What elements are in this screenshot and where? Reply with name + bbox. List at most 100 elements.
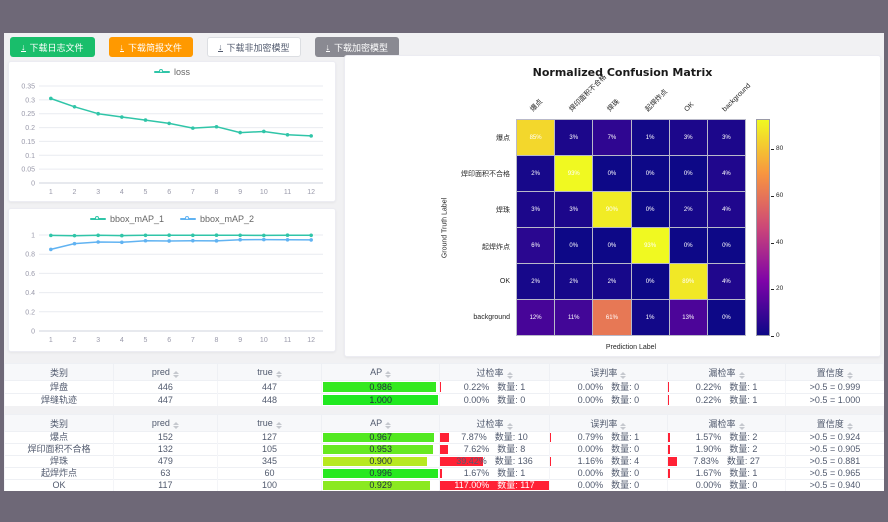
- ap-value: 0.996: [369, 468, 392, 479]
- sort-icon[interactable]: [846, 371, 853, 379]
- rate-bar: [668, 433, 670, 442]
- misjudge-cell: 0.00% 数量: 0: [548, 380, 668, 394]
- x-tick-label: 6: [167, 337, 171, 344]
- button-label: 下载非加密模型: [226, 42, 290, 53]
- x-tick-label: 5: [144, 337, 148, 344]
- missdetect-cell: 1.67% 数量: 1: [666, 467, 786, 480]
- rate-percent: 117.00%: [454, 480, 490, 490]
- sort-icon[interactable]: [385, 421, 392, 429]
- rate-count: 数量: 0: [729, 480, 758, 490]
- x-tick-label: 8: [215, 189, 219, 196]
- sort-icon[interactable]: [620, 371, 627, 379]
- heatmap-cell: 0%: [669, 228, 707, 263]
- sort-icon[interactable]: [846, 422, 853, 430]
- heatmap-cell: 61%: [593, 300, 631, 335]
- overdetect-cell: 117.00% 数量: 117: [439, 479, 550, 491]
- sort-icon[interactable]: [172, 370, 179, 378]
- rate-percent: 1.67%: [463, 468, 490, 479]
- data-point: [214, 124, 219, 129]
- download-log-button[interactable]: ↓ 下载日志文件: [10, 37, 95, 57]
- ap-bar: [323, 433, 435, 442]
- sort-icon[interactable]: [275, 421, 282, 429]
- ap-cell: 0.953: [321, 443, 440, 456]
- sort-icon[interactable]: [738, 422, 745, 430]
- y-tick-label: 0.2: [25, 309, 35, 316]
- rate-percent: 7.83%: [693, 456, 719, 467]
- data-point: [143, 233, 148, 238]
- y-tick-label: 0.2: [25, 125, 35, 132]
- column-header-0: 类别: [4, 363, 114, 381]
- data-point: [262, 233, 266, 238]
- sort-asc-icon: [506, 422, 513, 426]
- rate-percent: 1.90%: [695, 444, 722, 455]
- rate-bar: [440, 433, 449, 442]
- sort-icon[interactable]: [172, 421, 179, 429]
- data-point: [309, 134, 313, 138]
- rate-percent: 0.22%: [695, 395, 722, 405]
- ap-bar-track: 0.986: [323, 382, 438, 392]
- rate-text: 1.90% 数量: 2: [670, 444, 784, 456]
- legend-item-bbox_mAP_2[interactable]: bbox_mAP_2: [180, 214, 254, 224]
- sort-desc-icon: [275, 425, 282, 429]
- sort-icon[interactable]: [506, 371, 513, 379]
- x-tick-label: 2: [73, 337, 77, 344]
- download-report-button[interactable]: ↓ 下载简报文件: [108, 37, 194, 57]
- sort-icon[interactable]: [506, 422, 513, 430]
- download-encrypted-model-button[interactable]: ↓ 下载加密模型: [314, 37, 400, 57]
- legend-item-loss[interactable]: loss: [153, 67, 190, 77]
- rate-text: 1.67% 数量: 1: [442, 468, 547, 480]
- misjudge-cell: 0.79% 数量: 1: [548, 431, 668, 444]
- heatmap-cell: 2%: [669, 192, 707, 227]
- heatmap-cell: 0%: [593, 156, 631, 191]
- heatmap-cell: 1%: [631, 300, 669, 335]
- sort-desc-icon: [620, 375, 627, 379]
- heatmap-cell: 2%: [517, 264, 555, 299]
- rate-bar: [440, 382, 441, 392]
- y-tick-label: 0.4: [25, 290, 35, 297]
- legend-item-bbox_mAP_1[interactable]: bbox_mAP_1: [89, 214, 164, 224]
- button-label: 下载加密模型: [334, 42, 389, 53]
- colorbar-tick: [771, 336, 774, 337]
- row-label: 起焊炸点: [482, 243, 510, 251]
- ap-cell: 0.986: [321, 380, 440, 394]
- metrics-table: 类别 pred true AP 过检率 误判率 漏检率 置信度 爆点 152 127 0.967 7.8…: [4, 414, 884, 491]
- heatmap-cell: 93%: [555, 156, 593, 191]
- chart-title: Normalized Confusion Matrix: [532, 66, 713, 79]
- misjudge-cell: 0.00% 数量: 0: [548, 467, 668, 480]
- rate-percent: 0.00%: [577, 382, 604, 392]
- sort-icon[interactable]: [620, 422, 627, 430]
- ap-value: 0.967: [369, 432, 392, 443]
- column-header-2: true: [216, 363, 323, 381]
- data-point: [120, 233, 124, 238]
- sort-asc-icon: [846, 371, 853, 375]
- sort-icon[interactable]: [738, 371, 745, 379]
- pred-cell: 446: [112, 380, 218, 394]
- column-header-4: 过检率: [439, 414, 550, 432]
- ap-bar: [323, 395, 439, 405]
- column-label: 爆点: [529, 98, 545, 114]
- download-icon: ↓: [325, 41, 331, 52]
- rate-count: 数量: 1: [497, 468, 526, 479]
- column-header-1: pred: [112, 363, 218, 381]
- data-point: [167, 121, 171, 126]
- data-point: [167, 239, 171, 243]
- heatmap-cell: 2%: [555, 264, 593, 299]
- x-tick-label: 10: [260, 189, 268, 196]
- sort-icon[interactable]: [385, 370, 392, 378]
- rate-text: 0.22% 数量: 1: [670, 394, 784, 406]
- category-cell: OK: [4, 479, 114, 491]
- rate-percent: 1.16%: [577, 456, 604, 467]
- true-cell: 60: [216, 467, 322, 480]
- heatmap-cell: 3%: [707, 120, 745, 155]
- sort-icon[interactable]: [275, 370, 282, 378]
- column-header-label: true: [257, 417, 273, 428]
- x-tick-label: 9: [238, 337, 242, 344]
- column-header-2: true: [216, 414, 323, 432]
- heatmap-cell: 12%: [517, 300, 555, 335]
- sort-asc-icon: [385, 421, 392, 425]
- heatmap-cell: 0%: [707, 228, 745, 263]
- x-tick-label: 2: [73, 189, 77, 196]
- true-cell: 447: [216, 380, 322, 394]
- download-unencrypted-model-button[interactable]: ↓ 下载非加密模型: [207, 37, 301, 57]
- rate-count: 数量: 1: [729, 395, 758, 405]
